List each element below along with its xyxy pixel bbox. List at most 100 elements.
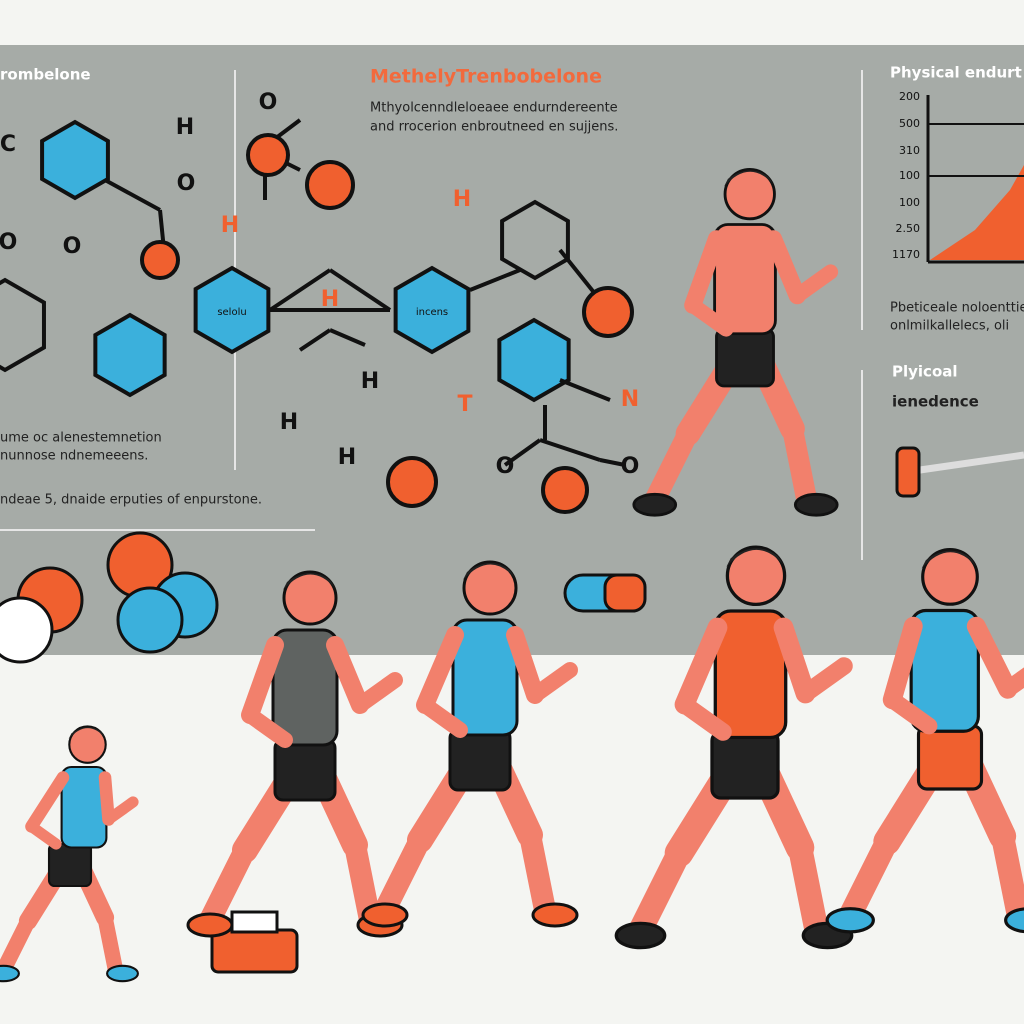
title: MethelyTrenbobelone [370,66,602,88]
bond [329,328,366,347]
shorts [448,728,512,792]
hair [463,562,515,580]
subtitle: Mthyolcenndleloeaee endurndereente [370,101,618,116]
ring-label: incens [416,307,448,318]
note: ume oc alenestemnetion [0,431,162,446]
hair [283,572,335,590]
atom-label: O [0,230,17,255]
limb [675,695,732,741]
atom-ball [140,240,180,280]
shorts [916,724,984,791]
atom-ball [386,456,438,508]
head [462,560,518,616]
bond [469,268,521,292]
limb [519,824,556,921]
shoe [106,964,139,983]
person [0,725,139,983]
shoe [614,921,667,950]
limb [241,636,284,724]
bottle-cap [230,910,279,934]
atom-label: O [177,171,196,196]
limb [773,617,816,704]
ring [497,317,571,403]
limb [782,418,818,511]
limb [97,909,124,978]
note: ndeae 5, dnaide erputies of enpurstone. [0,493,262,508]
capsule [603,573,647,613]
limb [0,913,36,978]
atom-label: H [321,287,339,312]
limb [102,796,139,826]
limb [789,264,839,304]
limb [764,230,806,305]
bond [268,268,332,312]
shirt [271,628,339,747]
right-title: Physical endurt [890,64,1022,82]
limb [527,662,578,703]
atom-label: H [176,115,194,140]
atom-label: O [621,454,640,479]
limb [787,835,829,943]
person [614,545,854,950]
ring-label: selolu [217,307,246,318]
ring [393,265,471,355]
shoe [1004,907,1024,934]
note: nunnose ndnemeeens. [0,449,148,464]
person [825,548,1024,934]
atom-ball [582,286,634,338]
hair [68,727,105,739]
heading: ienedence [892,393,979,411]
limb [674,617,728,715]
tick-label: 1170 [892,248,920,261]
tick-label: 200 [899,90,920,103]
limb [990,824,1024,927]
shoe [632,492,678,517]
hair [724,170,774,187]
head [282,570,338,626]
bar [919,451,1024,474]
shoe [186,912,234,938]
person [186,570,404,938]
person [632,167,839,517]
shorts [273,738,337,802]
area [930,165,1024,260]
atom-label: H [280,410,298,435]
limb [98,771,115,826]
mini-chart [926,95,1024,264]
ring [93,312,167,398]
tick-label: 100 [899,196,920,209]
tick-label: 2.50 [896,222,921,235]
bond [298,328,332,352]
limb [326,636,369,714]
bond [104,178,161,212]
atom-ball [541,466,589,514]
subtitle: and rrocerion enbroutneed en sujjens. [370,120,618,135]
barbell [895,446,1024,498]
note: Pbeticeale noloenttie [890,301,1024,316]
limb [25,820,62,850]
limb [644,423,699,511]
shoe [361,902,409,928]
shirt [713,609,788,740]
atom-label: H [338,445,356,470]
bottle [210,928,299,974]
limb [417,697,468,738]
shoe [825,907,875,934]
limb [628,840,692,943]
shoe [531,902,579,928]
plate [895,446,921,498]
head [68,725,107,764]
atom-label: O [259,90,278,115]
bond [559,378,611,402]
atom-label: H [453,187,471,212]
shoe [793,492,839,517]
tick-label: 100 [899,169,920,182]
shorts [715,327,775,388]
ring [40,119,110,201]
limb [25,771,70,833]
hair [921,550,977,569]
shoe [0,964,20,983]
hair [726,548,784,567]
tick-label: 500 [899,117,920,130]
